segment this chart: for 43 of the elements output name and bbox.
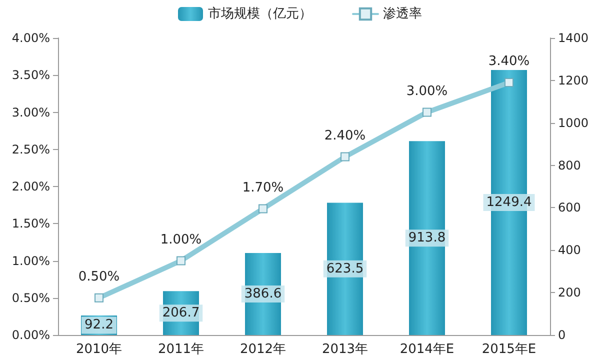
data-label: 1.70% <box>242 180 284 196</box>
y2-tick-label: 400 <box>558 243 581 258</box>
x-tick-label: 2014年E <box>400 342 454 357</box>
y-tick-label: 2.50% <box>12 142 50 156</box>
y2-tick-label: 800 <box>558 158 581 172</box>
y-tick-label: 2.00% <box>12 180 50 194</box>
y2-tick-label: 200 <box>558 286 581 300</box>
x-tick-label: 2011年 <box>158 342 204 357</box>
data-label: 913.8 <box>408 230 446 246</box>
y-tick-label: 0.00% <box>12 328 50 342</box>
y-tick-label: 0.50% <box>12 290 50 305</box>
y-tick-label: 4.00% <box>12 31 50 45</box>
x-tick-label: 2015年E <box>482 342 536 357</box>
data-label: 1.00% <box>160 232 202 248</box>
y2-tick-label: 1400 <box>558 31 589 45</box>
point <box>504 78 514 88</box>
data-label: 206.7 <box>162 306 200 321</box>
data-label: 3.00% <box>406 84 448 99</box>
x-tick-label: 2010年 <box>76 342 122 357</box>
data-label: 623.5 <box>326 261 364 276</box>
data-label: 0.50% <box>78 269 120 284</box>
point <box>340 152 350 162</box>
x-tick-label: 2013年 <box>322 342 368 357</box>
legend-label: 渗透率 <box>383 6 422 22</box>
y-tick-label: 3.50% <box>12 68 50 82</box>
data-label: 3.40% <box>488 54 530 70</box>
data-label: 1249.4 <box>486 194 532 210</box>
y-tick-label: 3.00% <box>12 105 50 120</box>
point <box>258 204 268 214</box>
point <box>94 293 104 302</box>
data-label: 2.40% <box>324 128 366 144</box>
point <box>422 108 432 117</box>
y2-tick-label: 600 <box>558 200 581 215</box>
y2-tick-label: 1000 <box>558 116 589 130</box>
data-label: 92.2 <box>84 318 114 333</box>
y2-tick-label: 0 <box>558 328 566 342</box>
data-label: 386.6 <box>244 286 282 302</box>
legend-label: 市场规模（亿元） <box>208 6 312 22</box>
y-tick-label: 1.00% <box>12 254 50 268</box>
y2-tick-label: 1200 <box>558 73 589 88</box>
point <box>176 256 186 266</box>
x-tick-label: 2012年 <box>240 342 286 357</box>
y-tick-label: 1.50% <box>12 216 50 231</box>
